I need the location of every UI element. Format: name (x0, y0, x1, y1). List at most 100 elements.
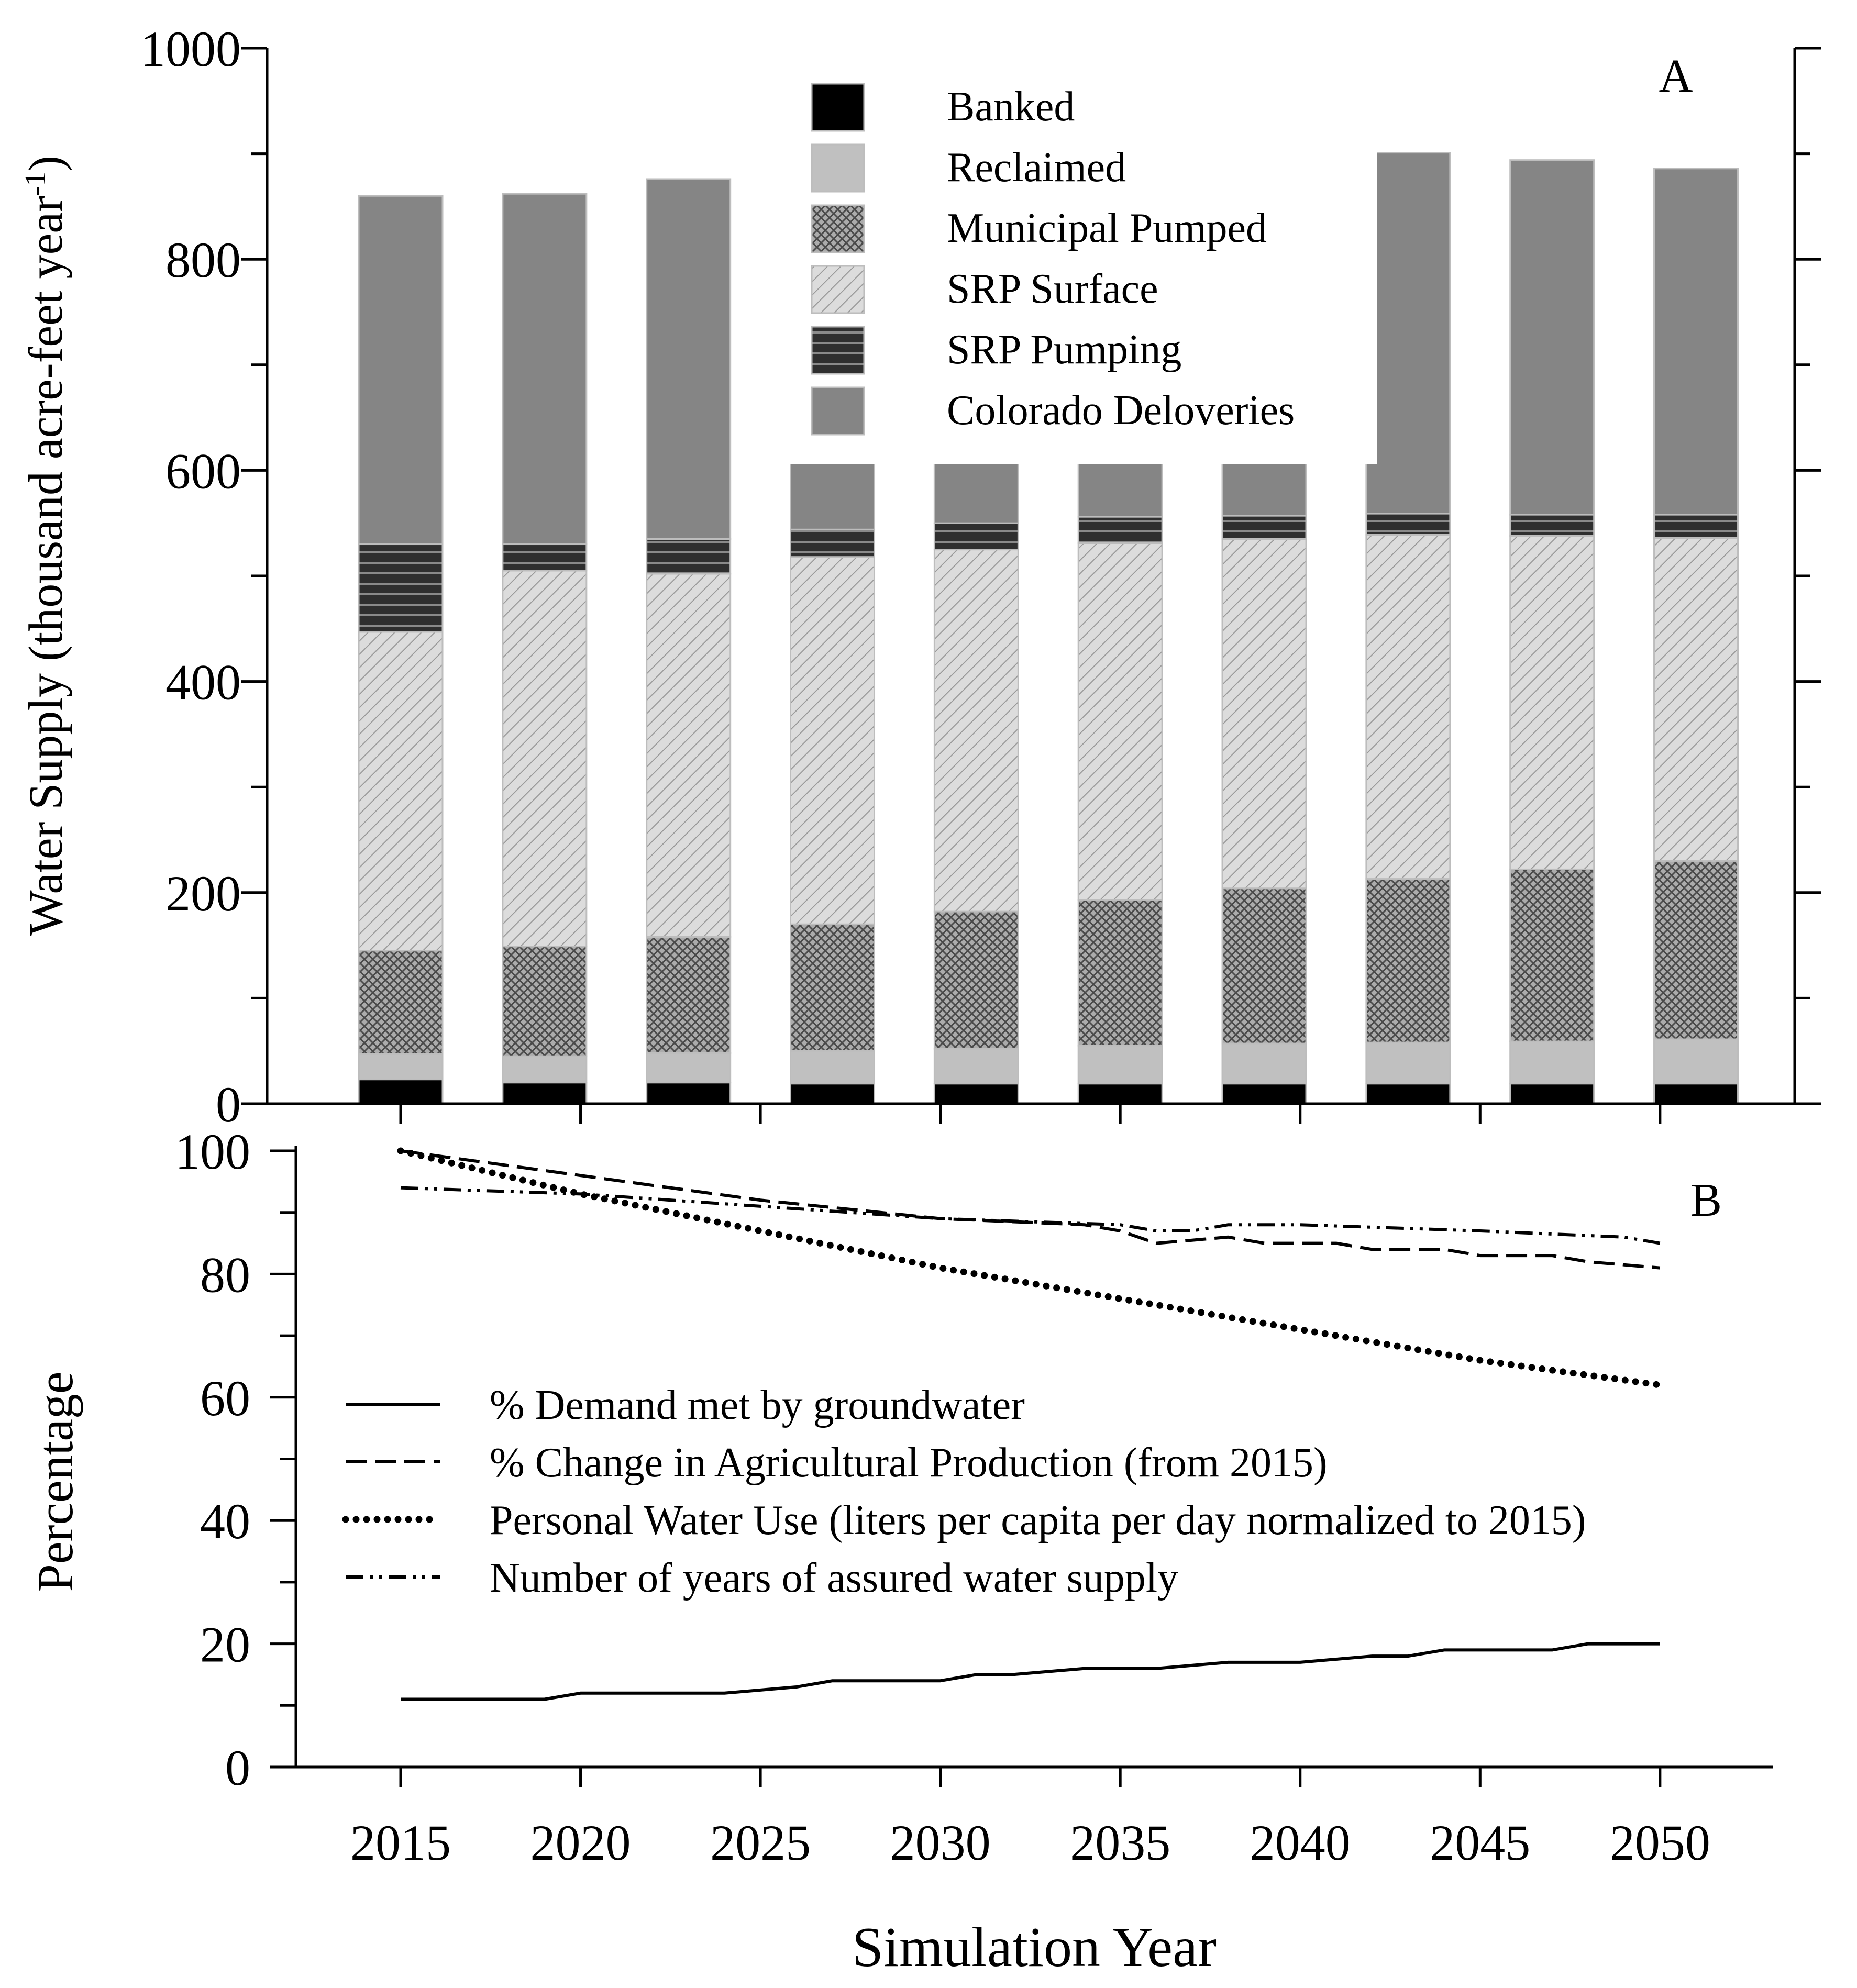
bar-segment-srp-pumping (1653, 514, 1739, 539)
x-tick-label: 2025 (710, 1815, 811, 1871)
panel-b-y-tick-label: 20 (200, 1617, 250, 1673)
x-tick-label: 2045 (1430, 1815, 1530, 1871)
x-tick-label: 2035 (1070, 1815, 1170, 1871)
panel-a-y-tick-label: 400 (165, 654, 241, 710)
legend-label-municipal-pumped: Municipal Pumped (947, 205, 1267, 251)
bar-segment-reclaimed (1509, 1040, 1595, 1085)
legend-label-reclaimed: Reclaimed (947, 145, 1126, 191)
bar-segment-municipal-pumped (1653, 860, 1739, 1040)
panel-a-legend: Banked Reclaimed Municipal Pumped SRP Surfa… (786, 67, 1377, 464)
legend-label-banked: Banked (947, 84, 1075, 130)
bar-segment-municipal-pumped (358, 950, 444, 1055)
bar-segment-banked (1365, 1083, 1451, 1105)
bar-segment-reclaimed (790, 1050, 876, 1085)
x-tick-label: 2040 (1250, 1815, 1351, 1871)
legend-label-demand-met-by-groundwater: % Demand met by groundwater (490, 1382, 1025, 1428)
bar-segment-srp-pumping (1509, 514, 1595, 537)
bar-segment-srp-surface (1221, 538, 1307, 890)
legend-label-colorado-deloveries: Colorado Deloveries (947, 387, 1295, 434)
bar-segment-reclaimed (646, 1052, 732, 1084)
bar-segment-srp-surface (790, 556, 876, 925)
bar-segment-srp-pumping (1077, 516, 1163, 545)
line-number-of-years-of-assured-water-supply (400, 1186, 1661, 1245)
bar-segment-reclaimed (502, 1055, 588, 1084)
bar-segment-municipal-pumped (646, 936, 732, 1054)
bar-segment-reclaimed (933, 1048, 1019, 1085)
bar-segment-banked (1509, 1083, 1595, 1105)
panel-b: 0 20 40 60 80 100 Percentage B % Demand met b… (27, 1124, 1773, 1796)
bar-segment-srp-surface (1365, 534, 1451, 880)
panel-b-y-tick-label: 40 (200, 1493, 250, 1549)
bar-segment-municipal-pumped (1365, 878, 1451, 1043)
panel-a-axes (241, 47, 1821, 1124)
legend-swatch-banked (811, 83, 865, 132)
bar-segment-colorado-deloveries (358, 195, 444, 546)
bar-segment-banked (502, 1082, 588, 1105)
panel-a-y-axis-title: Water Supply (thousand acre-feet year-1) (19, 156, 72, 936)
bar-segment-srp-surface (1509, 535, 1595, 870)
bar-segment-colorado-deloveries (1509, 159, 1595, 516)
bar-segment-reclaimed (1077, 1045, 1163, 1085)
bar-segment-banked (358, 1079, 444, 1105)
legend-label-change-in-agricultural-production-from-2015: % Change in Agricultural Production (fro… (490, 1440, 1328, 1486)
x-axis-title: Simulation Year (852, 1916, 1217, 1979)
bar-segment-colorado-deloveries (502, 193, 588, 546)
bar-segment-srp-pumping (646, 538, 732, 575)
panel-b-y-tick-label: 0 (225, 1740, 250, 1796)
panel-b-axes (270, 1146, 1773, 1787)
bar-segment-reclaimed (1653, 1038, 1739, 1085)
bar-segment-banked (646, 1082, 732, 1105)
bar-segment-srp-pumping (790, 528, 876, 558)
bar-segment-municipal-pumped (1509, 868, 1595, 1042)
x-tick-label: 2030 (890, 1815, 991, 1871)
bar-segment-banked (933, 1083, 1019, 1105)
bar-segment-srp-pumping (1221, 515, 1307, 540)
panel-a-y-tick-label: 800 (165, 232, 241, 288)
line-change-in-agricultural-production-from-2015 (400, 1149, 1661, 1270)
bar-segment-colorado-deloveries (646, 178, 732, 540)
panel-a-y-tick-label: 600 (165, 443, 241, 499)
panel-b-y-tick-label: 80 (200, 1247, 250, 1303)
x-tick-label: 2050 (1610, 1815, 1710, 1871)
panel-a-y-tick-label: 1000 (140, 21, 241, 77)
x-tick-label: 2020 (530, 1815, 631, 1871)
bar-segment-banked (1077, 1083, 1163, 1105)
bar-segment-municipal-pumped (502, 946, 588, 1057)
panel-a: 0 200 400 600 800 1000 Water Supply (thousand… (19, 21, 1821, 1132)
x-tick-label: 2015 (350, 1815, 451, 1871)
panel-b-lines (397, 1147, 1664, 1701)
panel-a-y-tick-label: 0 (216, 1076, 241, 1132)
bar-segment-municipal-pumped (790, 923, 876, 1052)
legend-swatch-municipal-pumped (811, 204, 865, 253)
legend-box (786, 67, 1377, 464)
bar-segment-srp-surface (1653, 537, 1739, 862)
bar-segment-srp-pumping (502, 543, 588, 572)
legend-label-personal-water-use-liters-per-capita-per-day-normalized-to-2015: Personal Water Use (liters per capita pe… (490, 1497, 1586, 1543)
panel-b-y-axis-title: Percentage (27, 1371, 83, 1592)
line-demand-met-by-groundwater (401, 1642, 1660, 1701)
bar-segment-banked (790, 1083, 876, 1105)
bar-segment-srp-pumping (933, 522, 1019, 551)
legend-label-srp-pumping: SRP Pumping (947, 327, 1181, 373)
bar-segment-srp-surface (502, 570, 588, 948)
panel-b-y-tick-labels: 0 20 40 60 80 100 (175, 1124, 250, 1796)
x-tick-labels: 2015 2020 2025 2030 2035 2040 2045 2050 (350, 1815, 1710, 1871)
legend-swatch-colorado-deloveries (811, 386, 865, 436)
legend-swatch-srp-pumping (811, 326, 865, 375)
legend-swatch-reclaimed (811, 143, 865, 193)
line-personal-water-use-liters-per-capita-per-day-normalized-to-2015 (397, 1147, 1664, 1389)
bar-segment-colorado-deloveries (1365, 152, 1451, 515)
panel-b-y-tick-label: 100 (175, 1124, 250, 1180)
bar-segment-reclaimed (1221, 1042, 1307, 1085)
legend-swatch-srp-surface (811, 265, 865, 314)
bar-segment-srp-pumping (1365, 513, 1451, 536)
bar-segment-colorado-deloveries (1653, 168, 1739, 516)
bar-segment-banked (1221, 1083, 1307, 1105)
bar-segment-reclaimed (1365, 1041, 1451, 1085)
bar-segment-srp-surface (933, 549, 1019, 913)
panel-b-label: B (1690, 1174, 1722, 1226)
panel-b-legend: % Demand met by groundwater % Change in A… (342, 1382, 1586, 1601)
panel-a-y-tick-labels: 0 200 400 600 800 1000 (140, 21, 241, 1132)
panel-a-label: A (1659, 50, 1693, 102)
